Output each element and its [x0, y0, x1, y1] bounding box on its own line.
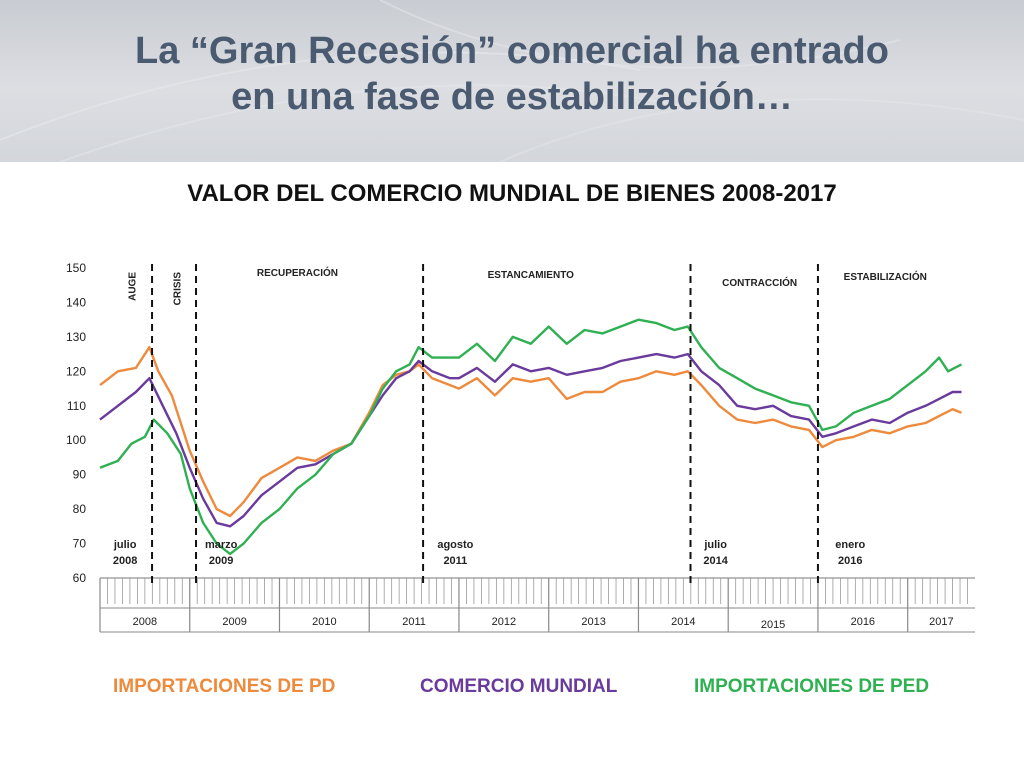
event-label-year: 2008	[113, 555, 137, 567]
event-label-month: enero	[835, 539, 865, 551]
year-label: 2012	[492, 616, 516, 628]
year-label: 2015	[761, 619, 785, 631]
year-label: 2009	[222, 616, 246, 628]
y-tick-label: 100	[66, 433, 86, 447]
legend-pd-imports: IMPORTACIONES DE PD	[113, 676, 336, 697]
event-label-month: julio	[703, 539, 727, 551]
y-tick-label: 60	[73, 571, 87, 585]
slide-title: La “Gran Recesión” comercial ha entrado …	[0, 28, 1024, 120]
banner-decoration	[0, 0, 1024, 162]
series-line-comercio-mundial	[99, 352, 962, 528]
chart-title: VALOR DEL COMERCIO MUNDIAL DE BIENES 200…	[187, 180, 837, 207]
event-label-year: 2014	[703, 555, 728, 567]
y-tick-label: 140	[66, 295, 86, 309]
phase-label: RECUPERACIÓN	[257, 266, 338, 279]
trade-line-chart: 60 70 80 90 100 110 120 130 140 150 2008 2009 2010 20…	[66, 261, 975, 633]
phase-label: CRISIS	[172, 272, 183, 306]
year-label: 2008	[133, 616, 157, 628]
y-tick-label: 120	[66, 364, 86, 378]
year-label: 2017	[929, 616, 953, 628]
slide-title-line-2: en una fase de estabilización…	[231, 76, 793, 118]
phase-label: AUGE	[127, 272, 138, 301]
year-label: 2016	[851, 616, 875, 628]
y-tick-label: 80	[73, 502, 87, 516]
phase-label: CONTRACCIÓN	[722, 276, 797, 289]
phase-label: ESTABILIZACIÓN	[844, 270, 927, 283]
year-label: 2013	[581, 616, 605, 628]
year-label: 2011	[402, 616, 426, 628]
series-line-importaciones-de-ped	[99, 318, 963, 556]
y-tick-label: 150	[66, 261, 86, 275]
y-tick-label: 90	[73, 468, 87, 482]
event-label-month: agosto	[437, 539, 473, 551]
y-tick-label: 110	[67, 399, 86, 413]
slide-title-line-1: La “Gran Recesión” comercial ha entrado	[135, 30, 889, 72]
event-label-year: 2009	[209, 555, 233, 567]
y-tick-label: 130	[66, 330, 86, 344]
title-banner: La “Gran Recesión” comercial ha entrado …	[0, 0, 1024, 162]
legend-ped-imports: IMPORTACIONES DE PED	[694, 676, 930, 697]
year-label: 2014	[671, 616, 695, 628]
event-label-month: julio	[113, 539, 137, 551]
series-line-importaciones-de-pd	[99, 346, 962, 518]
phase-label: ESTANCAMIENTO	[488, 270, 575, 281]
year-label: 2010	[312, 616, 336, 628]
event-label-month: marzo	[205, 539, 238, 551]
event-label-year: 2011	[443, 555, 467, 567]
y-tick-label: 70	[73, 537, 87, 551]
legend-world-trade: COMERCIO MUNDIAL	[420, 676, 618, 697]
event-label-year: 2016	[838, 555, 862, 567]
